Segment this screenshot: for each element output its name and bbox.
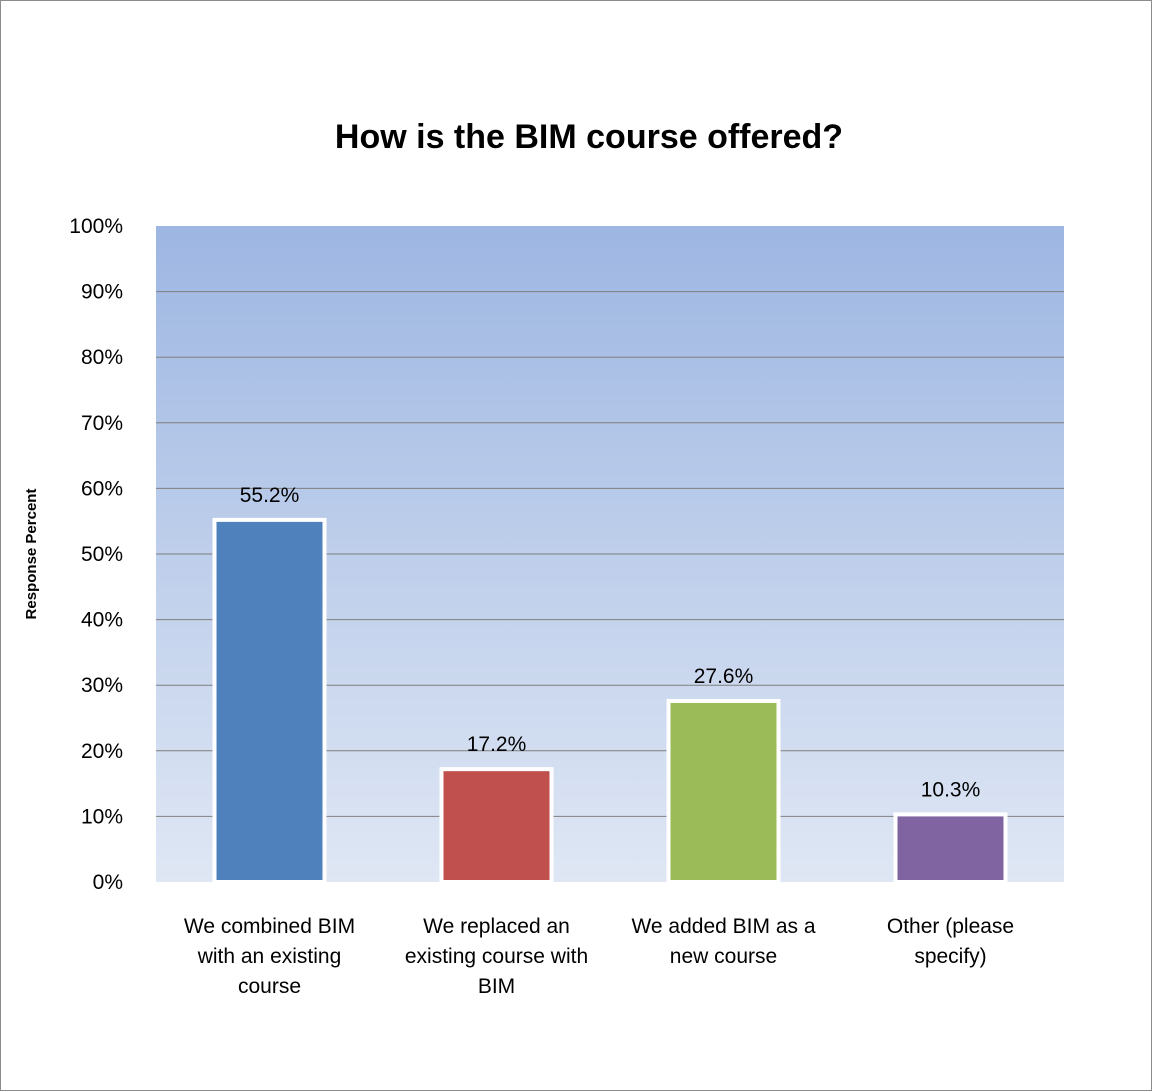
bars [212, 517, 1008, 885]
bar-value-label: 55.2% [240, 484, 300, 507]
bar [666, 698, 781, 884]
y-tick-label: 0% [93, 871, 123, 894]
y-tick-label: 60% [81, 477, 123, 500]
bar [893, 812, 1008, 885]
y-tick-label: 90% [81, 281, 123, 304]
y-axis-label: Response Percent [23, 489, 40, 620]
bar-value-label: 27.6% [694, 665, 754, 688]
y-tick-label: 80% [81, 346, 123, 369]
y-tick-label: 20% [81, 740, 123, 763]
y-tick-label: 100% [69, 215, 123, 238]
bar [212, 517, 327, 884]
data-labels: 55.2% 17.2% 27.6% 10.3% [240, 484, 981, 802]
x-category-label: Other (please specify) [887, 915, 1014, 968]
y-tick-label: 10% [81, 805, 123, 828]
bar [439, 767, 554, 885]
x-category-label: We replaced an existing course with BIM [405, 915, 588, 998]
chart-title: How is the BIM course offered? [335, 118, 843, 156]
x-category-label: We combined BIM with an existing course [184, 915, 355, 998]
bar-value-label: 10.3% [921, 778, 981, 801]
y-tick-label: 40% [81, 609, 123, 632]
y-tick-label: 30% [81, 674, 123, 697]
y-axis-ticks: 0% 10% 20% 30% 40% 50% 60% 70% 80% 90% 100% [69, 215, 123, 894]
x-category-label: We added BIM as a new course [631, 915, 815, 968]
x-axis-categories: We combined BIM with an existing course We … [184, 915, 1014, 998]
y-tick-label: 70% [81, 412, 123, 435]
y-tick-label: 50% [81, 543, 123, 566]
bar-value-label: 17.2% [467, 733, 527, 756]
